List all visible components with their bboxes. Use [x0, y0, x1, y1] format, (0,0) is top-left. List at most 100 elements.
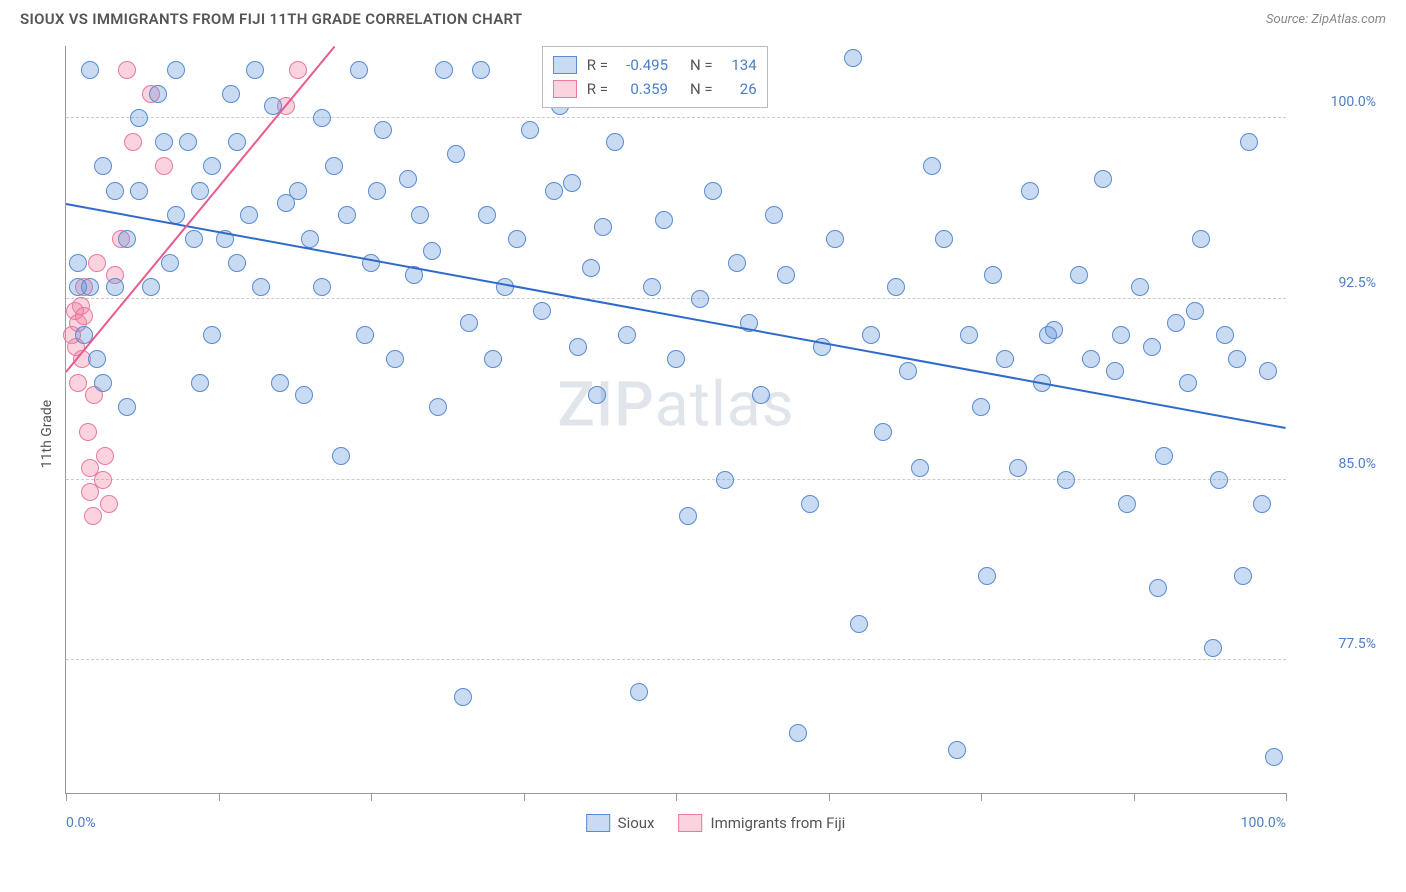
data-point	[728, 254, 746, 272]
data-point	[1234, 567, 1252, 585]
data-point	[984, 266, 1002, 284]
data-point	[716, 471, 734, 489]
r-value: -0.495	[618, 53, 668, 77]
data-point	[508, 230, 526, 248]
trend-line	[66, 203, 1286, 429]
data-point	[167, 61, 185, 79]
data-point	[667, 350, 685, 368]
data-point	[106, 278, 124, 296]
data-point	[972, 398, 990, 416]
data-point	[935, 230, 953, 248]
data-point	[1240, 133, 1258, 151]
r-value: 0.359	[618, 77, 668, 101]
data-point	[118, 61, 136, 79]
plot-area: ZIPatlas 77.5%85.0%92.5%100.0%0.0%100.0%…	[65, 46, 1286, 794]
data-point	[1009, 459, 1027, 477]
data-point	[411, 206, 429, 224]
data-point	[203, 326, 221, 344]
data-point	[155, 157, 173, 175]
data-point	[69, 374, 87, 392]
data-point	[655, 211, 673, 229]
data-point	[271, 374, 289, 392]
swatch-sioux	[586, 814, 610, 832]
data-point	[862, 326, 880, 344]
data-point	[295, 386, 313, 404]
correlation-legend: R =-0.495N =134R =0.359N =26	[542, 46, 768, 108]
data-point	[1259, 362, 1277, 380]
x-tick	[524, 793, 525, 801]
data-point	[88, 350, 106, 368]
data-point	[1143, 338, 1161, 356]
data-point	[960, 326, 978, 344]
data-point	[1186, 302, 1204, 320]
data-point	[484, 350, 502, 368]
data-point	[252, 278, 270, 296]
data-point	[106, 182, 124, 200]
data-point	[167, 206, 185, 224]
y-tick-label: 77.5%	[1296, 636, 1376, 652]
data-point	[84, 507, 102, 525]
data-point	[289, 61, 307, 79]
data-point	[1216, 326, 1234, 344]
gridline	[66, 479, 1286, 480]
source-label: Source: ZipAtlas.com	[1266, 12, 1386, 27]
data-point	[1070, 266, 1088, 284]
bottom-legend: Sioux Immigrants from Fiji	[586, 814, 846, 832]
data-point	[874, 423, 892, 441]
data-point	[1057, 471, 1075, 489]
data-point	[301, 230, 319, 248]
data-point	[435, 61, 453, 79]
data-point	[643, 278, 661, 296]
data-point	[185, 230, 203, 248]
data-point	[569, 338, 587, 356]
data-point	[246, 61, 264, 79]
data-point	[94, 374, 112, 392]
data-point	[1253, 495, 1271, 513]
legend-row: R =-0.495N =134	[553, 53, 757, 77]
data-point	[948, 741, 966, 759]
data-point	[81, 61, 99, 79]
data-point	[222, 85, 240, 103]
data-point	[94, 471, 112, 489]
data-point	[338, 206, 356, 224]
data-point	[313, 109, 331, 127]
data-point	[454, 688, 472, 706]
data-point	[96, 447, 114, 465]
data-point	[1082, 350, 1100, 368]
watermark: ZIPatlas	[557, 368, 794, 441]
x-tick	[66, 793, 67, 801]
data-point	[130, 109, 148, 127]
data-point	[1167, 314, 1185, 332]
data-point	[240, 206, 258, 224]
data-point	[325, 157, 343, 175]
data-point	[88, 254, 106, 272]
data-point	[69, 254, 87, 272]
data-point	[1021, 182, 1039, 200]
x-tick	[829, 793, 830, 801]
data-point	[1228, 350, 1246, 368]
chart-container: 11th Grade ZIPatlas 77.5%85.0%92.5%100.0…	[45, 34, 1386, 834]
data-point	[899, 362, 917, 380]
gridline	[66, 298, 1286, 299]
data-point	[191, 374, 209, 392]
data-point	[94, 157, 112, 175]
r-label: R =	[587, 53, 608, 77]
data-point	[118, 398, 136, 416]
data-point	[75, 307, 93, 325]
swatch-icon	[553, 56, 577, 74]
data-point	[228, 133, 246, 151]
r-label: R =	[587, 77, 608, 101]
data-point	[563, 174, 581, 192]
n-value: 134	[723, 53, 757, 77]
data-point	[618, 326, 636, 344]
data-point	[179, 133, 197, 151]
data-point	[1179, 374, 1197, 392]
data-point	[313, 278, 331, 296]
data-point	[472, 61, 490, 79]
data-point	[844, 49, 862, 67]
data-point	[1265, 748, 1283, 766]
legend-label-fiji: Immigrants from Fiji	[711, 814, 846, 832]
x-tick	[219, 793, 220, 801]
data-point	[228, 254, 246, 272]
data-point	[289, 182, 307, 200]
